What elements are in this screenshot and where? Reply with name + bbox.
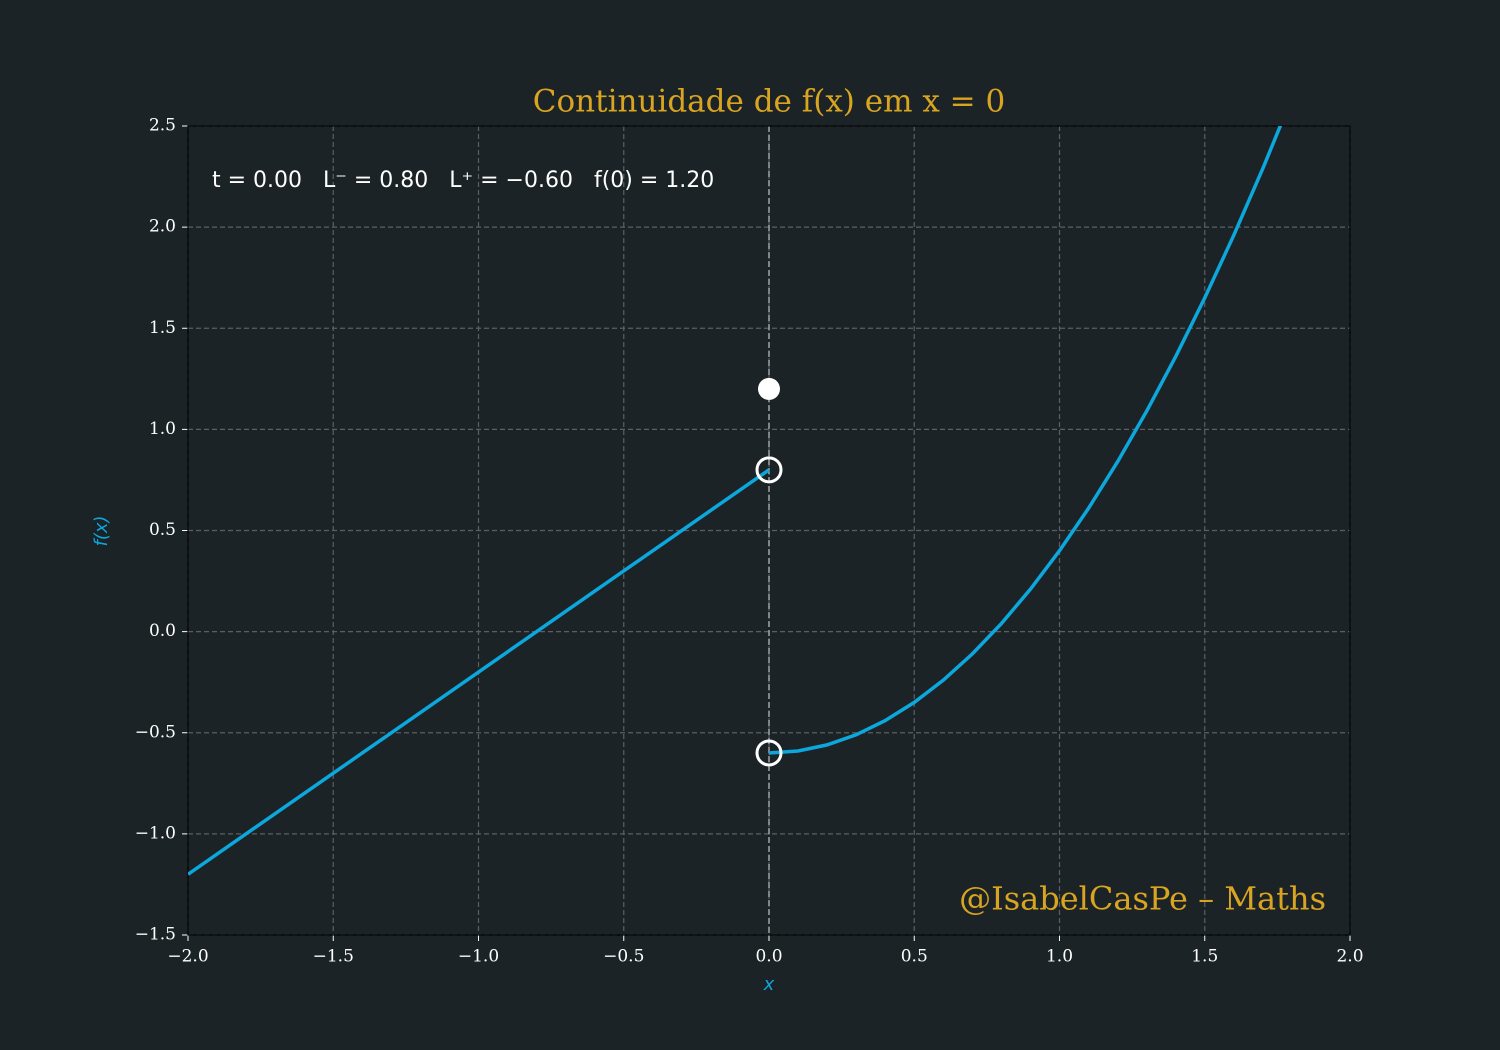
y-tick-label: 1.5 (149, 318, 176, 338)
curve (188, 468, 770, 876)
y-tick-label: −1.5 (135, 925, 176, 945)
x-tick-label: 1.5 (1191, 947, 1218, 967)
x-tick-label: −2.0 (167, 947, 208, 967)
x-tick-label: −1.5 (313, 947, 354, 967)
y-tick-label: 1.0 (149, 419, 176, 439)
x-tick-label: −1.0 (458, 947, 499, 967)
curve (768, 126, 1283, 755)
y-axis-label: f(x) (91, 515, 112, 546)
y-tick-label: −0.5 (135, 722, 176, 742)
annotation: t = 0.00 L⁻ = 0.80 L⁺ = −0.60 f(0) = 1.2… (212, 168, 714, 193)
x-tick-label: 2.0 (1336, 947, 1363, 967)
y-tick-label: 2.0 (149, 217, 176, 237)
y-tick-label: −1.0 (135, 823, 176, 843)
chart-title: Continuidade de f(x) em x = 0 (533, 84, 1005, 120)
x-tick-label: 0.5 (901, 947, 928, 967)
x-axis-label: x (763, 974, 775, 995)
watermark: @IsabelCasPe – Maths (959, 880, 1326, 918)
filled-point (758, 377, 780, 400)
open-point (755, 739, 783, 767)
y-tick-label: 0.5 (149, 520, 176, 540)
x-tick-label: 0.0 (755, 947, 782, 967)
x-tick-label: −0.5 (603, 947, 644, 967)
y-tick-label: 2.5 (149, 116, 176, 136)
plot-frame (187, 125, 1351, 936)
y-tick-label: 0.0 (149, 621, 176, 641)
x-tick-label: 1.0 (1046, 947, 1073, 967)
open-point (755, 456, 783, 484)
